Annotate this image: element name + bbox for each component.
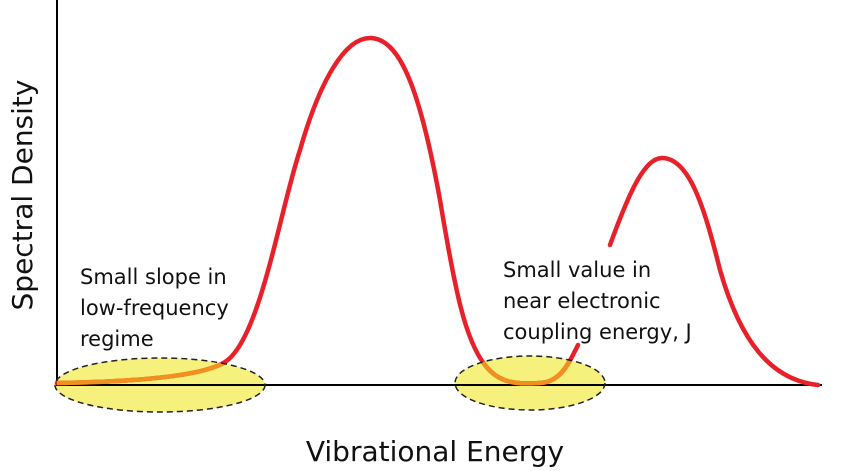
annotation-line: low-frequency [80,296,229,320]
annotation-line: coupling energy, J [503,320,692,344]
annotation-line: near electronic [503,289,661,313]
highlight-outline [54,357,266,413]
spectral-curve [54,35,821,388]
x-axis-label: Vibrational Energy [306,435,564,468]
y-axis-label: Spectral Density [6,80,39,311]
annotation-line: Small value in [503,258,651,282]
curve-part [607,155,821,388]
annotation-line: Small slope in [80,265,227,289]
highlight-outline [454,355,606,411]
annotation-line: regime [80,327,154,351]
